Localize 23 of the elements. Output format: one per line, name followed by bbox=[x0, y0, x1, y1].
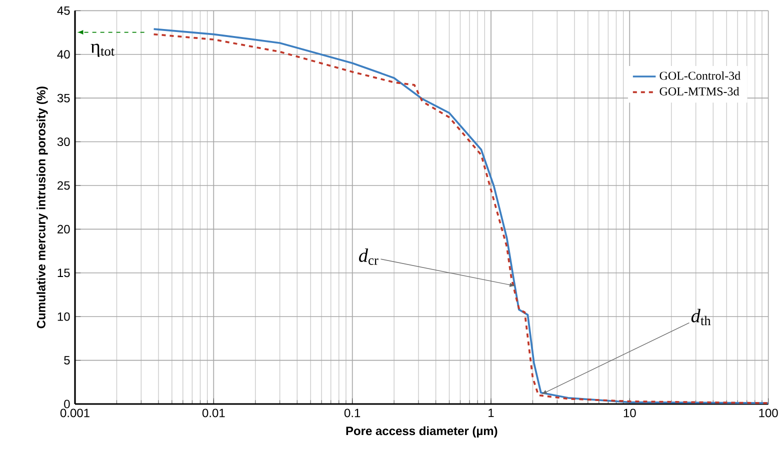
y-tick-label: 20 bbox=[58, 224, 70, 234]
y-tick-label: 30 bbox=[57, 138, 70, 146]
annotation: d$_{th}$ bbox=[691, 308, 711, 326]
x-tick-label: 0.001 bbox=[60, 408, 90, 418]
x-tick-label: 0.01 bbox=[202, 408, 225, 418]
legend-label: GOL-Control-3d bbox=[660, 71, 740, 80]
annotation: η$_{tot}$ bbox=[90, 44, 115, 57]
y-axis-title: Cumulative mercury intrusion porosity (%) bbox=[36, 86, 48, 328]
y-tick-label: 40 bbox=[57, 50, 70, 59]
x-tick-label: 1 bbox=[488, 408, 494, 417]
y-tick-label: 45 bbox=[57, 6, 70, 15]
y-tick-label: 5 bbox=[64, 356, 70, 364]
y-tick-label: 35 bbox=[57, 94, 70, 102]
x-tick-label: 10 bbox=[624, 408, 636, 418]
legend-label: GOL-MTMS-3d bbox=[660, 87, 740, 96]
x-tick-label: 100 bbox=[759, 408, 778, 418]
y-tick-label: 15 bbox=[58, 268, 70, 278]
y-tick-label: 0 bbox=[64, 400, 70, 408]
annotation: d$_{cr}$ bbox=[359, 248, 378, 265]
x-tick-label: 0.1 bbox=[344, 408, 360, 418]
y-tick-label: 10 bbox=[58, 312, 70, 321]
x-axis-title: Pore access diameter (µm) bbox=[346, 426, 498, 438]
y-tick-label: 25 bbox=[58, 181, 70, 190]
